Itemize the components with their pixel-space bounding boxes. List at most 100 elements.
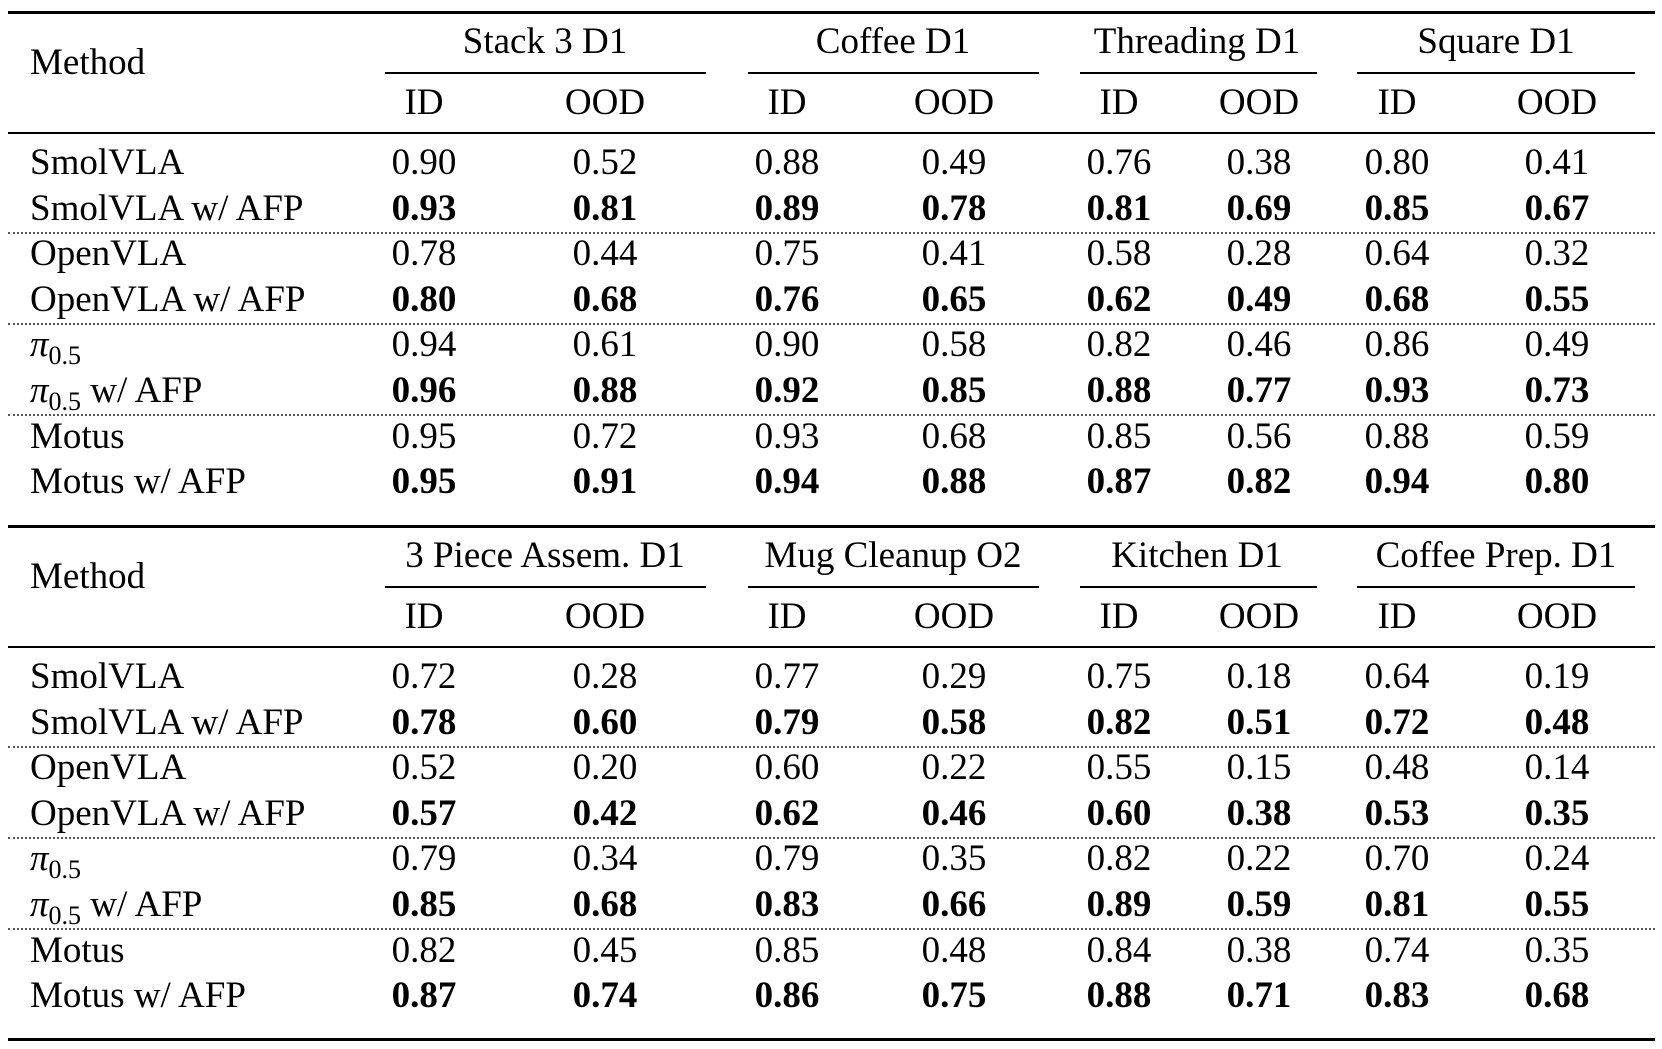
ood-header: OOD: [1516, 82, 1598, 123]
score-cell: 0.81: [1086, 187, 1152, 229]
score-cell: 0.44: [572, 233, 638, 275]
score-cell: 0.86: [754, 975, 820, 1017]
dotted-separator: [8, 231, 1655, 234]
dotted-separator: [8, 322, 1655, 325]
top-rule: [8, 525, 1655, 528]
score-cell: 0.49: [1524, 324, 1590, 366]
score-cell: 0.58: [921, 701, 987, 743]
score-cell: 0.72: [391, 656, 457, 697]
task-header: Threading D1: [1093, 21, 1301, 62]
score-cell: 0.41: [921, 233, 987, 275]
score-cell: 0.67: [1524, 187, 1590, 229]
score-cell: 0.91: [572, 461, 638, 503]
score-cell: 0.58: [1086, 233, 1152, 275]
score-cell: 0.18: [1226, 656, 1292, 697]
method-name: OpenVLA: [30, 233, 187, 275]
method-header: Method: [30, 556, 146, 597]
method-name: Motus w/ AFP: [30, 461, 246, 503]
score-cell: 0.64: [1364, 656, 1430, 697]
score-cell: 0.69: [1226, 187, 1292, 229]
method-header: Method: [30, 42, 146, 83]
score-cell: 0.20: [572, 747, 638, 789]
id-header: ID: [404, 82, 444, 123]
score-cell: 0.28: [572, 656, 638, 697]
score-cell: 0.48: [921, 929, 987, 971]
score-cell: 0.76: [1086, 142, 1152, 183]
method-name: SmolVLA w/ AFP: [30, 187, 304, 229]
score-cell: 0.60: [1086, 792, 1152, 834]
score-cell: 0.88: [1086, 370, 1152, 411]
ood-header: OOD: [564, 82, 646, 123]
score-cell: 0.85: [754, 929, 820, 971]
method-name: SmolVLA w/ AFP: [30, 701, 304, 743]
score-cell: 0.45: [572, 929, 638, 971]
score-cell: 0.55: [1524, 278, 1590, 320]
score-cell: 0.29: [921, 656, 987, 697]
id-header: ID: [1377, 82, 1417, 123]
id-header: ID: [767, 82, 807, 123]
score-cell: 0.71: [1226, 975, 1292, 1017]
ood-header: OOD: [913, 596, 995, 637]
score-cell: 0.59: [1524, 415, 1590, 457]
score-cell: 0.88: [572, 370, 638, 411]
method-name: OpenVLA: [30, 747, 187, 789]
task-header: Kitchen D1: [1111, 535, 1283, 576]
score-cell: 0.66: [921, 884, 987, 925]
score-cell: 0.85: [1364, 187, 1430, 229]
score-cell: 0.49: [1226, 278, 1292, 320]
ood-header: OOD: [564, 596, 646, 637]
score-cell: 0.70: [1364, 838, 1430, 880]
score-cell: 0.55: [1524, 884, 1590, 925]
score-cell: 0.14: [1524, 747, 1590, 789]
score-cell: 0.79: [754, 838, 820, 880]
score-cell: 0.68: [1364, 278, 1430, 320]
method-name: Motus: [30, 415, 125, 457]
score-cell: 0.88: [921, 461, 987, 503]
score-cell: 0.94: [1364, 461, 1430, 503]
score-cell: 0.81: [572, 187, 638, 229]
score-cell: 0.28: [1226, 233, 1292, 275]
score-cell: 0.77: [754, 656, 820, 697]
id-header: ID: [1099, 596, 1139, 637]
score-cell: 0.75: [754, 233, 820, 275]
group-rule: [385, 586, 706, 588]
score-cell: 0.38: [1226, 142, 1292, 183]
method-name: π0.5 w/ AFP: [30, 370, 203, 416]
score-cell: 0.15: [1226, 747, 1292, 789]
score-cell: 0.88: [1086, 975, 1152, 1017]
score-cell: 0.76: [754, 278, 820, 320]
task-header: Mug Cleanup O2: [764, 535, 1022, 576]
score-cell: 0.34: [572, 838, 638, 880]
score-cell: 0.52: [572, 142, 638, 183]
method-name: Motus w/ AFP: [30, 975, 246, 1017]
score-cell: 0.55: [1086, 747, 1152, 789]
dotted-separator: [8, 745, 1655, 748]
score-cell: 0.35: [1524, 929, 1590, 971]
id-header: ID: [767, 596, 807, 637]
score-cell: 0.68: [572, 884, 638, 925]
group-rule: [1357, 72, 1635, 74]
score-cell: 0.85: [391, 884, 457, 925]
group-rule: [385, 72, 706, 74]
score-cell: 0.94: [754, 461, 820, 503]
ood-header: OOD: [1218, 596, 1300, 637]
score-cell: 0.87: [1086, 461, 1152, 503]
score-cell: 0.60: [572, 701, 638, 743]
score-cell: 0.80: [1524, 461, 1590, 503]
score-cell: 0.32: [1524, 233, 1590, 275]
score-cell: 0.82: [1086, 838, 1152, 880]
score-cell: 0.80: [391, 278, 457, 320]
score-cell: 0.93: [391, 187, 457, 229]
top-rule: [8, 11, 1655, 14]
score-cell: 0.72: [1364, 701, 1430, 743]
score-cell: 0.88: [1364, 415, 1430, 457]
task-header: Coffee D1: [815, 21, 971, 62]
bottom-rule: [8, 1038, 1655, 1041]
score-cell: 0.95: [391, 415, 457, 457]
score-cell: 0.46: [921, 792, 987, 834]
score-cell: 0.51: [1226, 701, 1292, 743]
score-cell: 0.90: [754, 324, 820, 366]
score-cell: 0.24: [1524, 838, 1590, 880]
dotted-separator: [8, 836, 1655, 839]
score-cell: 0.74: [572, 975, 638, 1017]
